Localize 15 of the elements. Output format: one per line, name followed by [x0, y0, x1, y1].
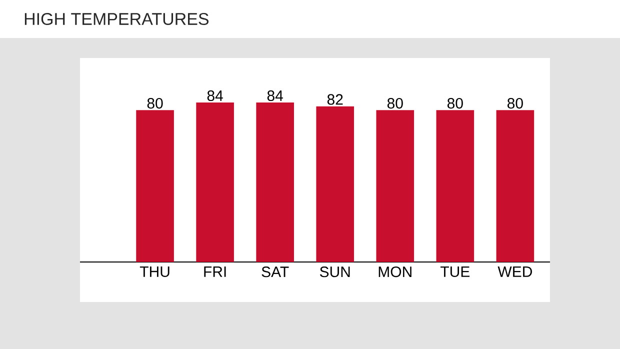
x-tick-label: WED: [498, 266, 532, 277]
x-tick-label: TUE: [440, 266, 470, 277]
data-label: 80: [447, 98, 463, 109]
data-label: 80: [387, 98, 403, 109]
x-tick-label: FRI: [204, 266, 226, 277]
x-tick-label: SUN: [320, 266, 350, 278]
x-tick-label: THU: [140, 266, 170, 277]
x-tick-label: SAT: [262, 266, 289, 278]
data-label: 84: [267, 90, 283, 101]
x-tick-label: MON: [378, 266, 412, 278]
data-label: 84: [207, 90, 223, 101]
chart-title: HIGH TEMPERATURES: [24, 12, 209, 26]
data-label: 82: [327, 94, 343, 105]
data-label: 80: [508, 98, 523, 109]
data-label: 80: [147, 98, 163, 109]
